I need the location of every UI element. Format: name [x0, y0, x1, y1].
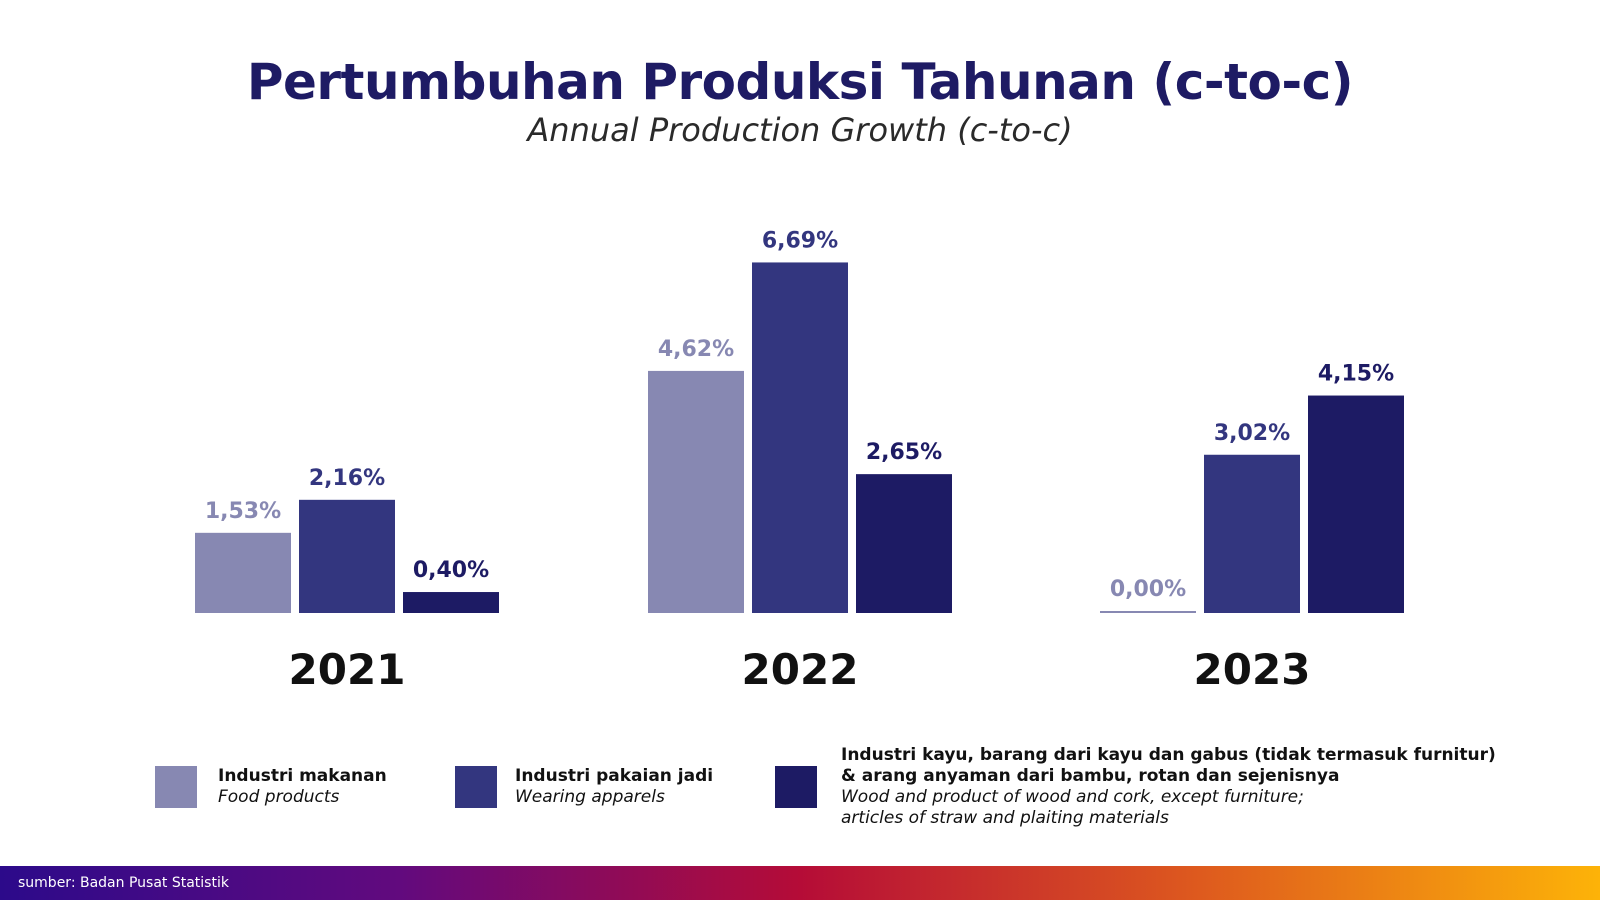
data-label-food-2021: 1,53%	[205, 499, 281, 524]
legend-label-wood-en-line2: articles of straw and plaiting materials	[841, 808, 1169, 828]
legend-swatch-food	[155, 766, 197, 808]
category-label-2023: 2023	[1194, 645, 1311, 694]
bar-food-2022	[648, 370, 744, 613]
data-label-wood-2021: 0,40%	[413, 558, 489, 583]
data-label-wood-2022: 2,65%	[866, 440, 942, 465]
source-note: sumber: Badan Pusat Statistik	[18, 875, 229, 891]
bar-wood-2023	[1308, 395, 1404, 613]
category-label-2021: 2021	[289, 645, 406, 694]
legend-label-food: Industri makanan	[218, 766, 387, 786]
legend-swatch-apparel	[455, 766, 497, 808]
data-label-apparel-2023: 3,02%	[1214, 421, 1290, 446]
chart-title: Pertumbuhan Produksi Tahunan (c-to-c)	[246, 53, 1354, 111]
legend-item-apparel: Industri pakaian jadi Wearing apparels	[455, 766, 755, 816]
legend-label-apparel-en: Wearing apparels	[515, 787, 665, 807]
bar-apparel-2021	[299, 499, 395, 613]
data-label-food-2023: 0,00%	[1110, 577, 1186, 602]
legend-item-food: Industri makanan Food products	[155, 766, 455, 816]
legend-label-wood-line1: Industri kayu, barang dari kayu dan gabu…	[841, 745, 1496, 765]
bar-food-2023	[1100, 611, 1196, 613]
legend-label-food-en: Food products	[218, 787, 340, 807]
bar-chart: 1,53% 2,16% 0,40% 2021 4,62% 6,69% 2,65% 2022 0,…	[195, 228, 1404, 694]
bar-apparel-2022	[752, 262, 848, 613]
legend-label-wood-en-line1: Wood and product of wood and cork, excep…	[841, 787, 1304, 807]
bar-apparel-2023	[1204, 454, 1300, 613]
bar-wood-2022	[856, 474, 952, 613]
data-label-wood-2023: 4,15%	[1318, 362, 1394, 387]
legend-label-apparel: Industri pakaian jadi	[515, 766, 714, 786]
legend-swatch-wood	[775, 766, 817, 808]
data-label-apparel-2021: 2,16%	[309, 466, 385, 491]
legend-item-wood: Industri kayu, barang dari kayu dan gabu…	[775, 745, 1496, 835]
chart-subtitle: Annual Production Growth (c-to-c)	[527, 111, 1073, 149]
bar-wood-2021	[403, 592, 499, 613]
data-label-food-2022: 4,62%	[658, 337, 734, 362]
category-label-2022: 2022	[742, 645, 859, 694]
data-label-apparel-2022: 6,69%	[762, 228, 838, 253]
legend-label-wood-line2: & arang anyaman dari bambu, rotan dan se…	[841, 766, 1340, 786]
footer-bar: sumber: Badan Pusat Statistik	[0, 866, 1600, 900]
bar-food-2021	[195, 532, 291, 613]
